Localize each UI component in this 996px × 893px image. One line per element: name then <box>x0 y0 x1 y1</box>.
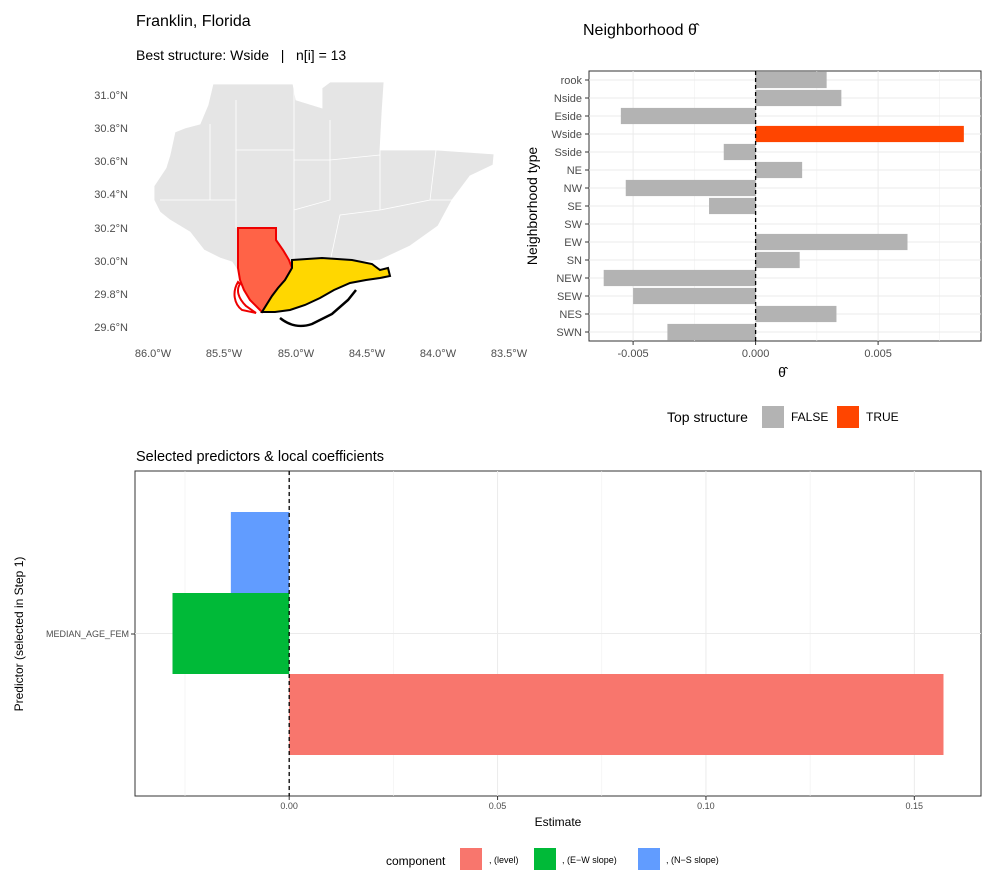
theta-bar-EW <box>755 233 908 251</box>
theta-category-label: NES <box>559 309 582 321</box>
lon-label: 85.0°W <box>278 348 315 360</box>
map-title: Franklin, Florida <box>136 13 251 30</box>
theta-chart: Neighborhood θ̂ rook Nside Eside Wside Sside… <box>524 22 982 428</box>
theta-category-label: rook <box>561 75 583 87</box>
coef-bar-ns-slope <box>230 512 290 593</box>
legend-swatch-ew <box>534 848 556 870</box>
coef-legend-title: component <box>386 854 446 868</box>
lat-label: 29.6°N <box>94 322 128 334</box>
focus-county <box>260 256 392 313</box>
lon-label: 84.5°W <box>349 348 386 360</box>
lat-label: 31.0°N <box>94 90 128 102</box>
theta-category-label: SWN <box>556 327 582 339</box>
theta-legend-title: Top structure <box>667 409 748 425</box>
theta-bar-Sside <box>723 143 756 161</box>
theta-bar-SN <box>755 251 800 269</box>
coef-y-axis-label: Predictor (selected in Step 1) <box>12 557 26 712</box>
legend-swatch-true <box>837 406 859 428</box>
map-counties <box>153 81 495 281</box>
theta-bar-NE <box>755 161 803 179</box>
legend-swatch-level <box>460 848 482 870</box>
coef-bar-level <box>289 674 944 755</box>
lon-label: 84.0°W <box>420 348 457 360</box>
theta-bar-NEW <box>603 269 756 287</box>
theta-x-tick-label: 0.000 <box>742 348 770 360</box>
theta-bar-SEW <box>633 287 756 305</box>
theta-category-label: NEW <box>556 273 582 285</box>
theta-category-label: Sside <box>554 147 582 159</box>
focus-barrier-island <box>279 289 357 328</box>
theta-bar-NW <box>625 179 756 197</box>
theta-chart-title: Neighborhood θ̂ <box>583 22 700 39</box>
coef-bars <box>172 512 944 755</box>
neighbor-island <box>233 280 257 314</box>
theta-category-label: Nside <box>554 93 582 105</box>
theta-category-label: SEW <box>557 291 583 303</box>
legend-label-level: , (level) <box>489 855 519 865</box>
theta-bar-Nside <box>755 89 842 107</box>
theta-tick-labels: -0.005 0.000 0.005 <box>617 341 892 360</box>
coef-chart-title: Selected predictors & local coefficients <box>136 449 384 465</box>
theta-bar-Wside <box>755 125 964 143</box>
coef-x-tick-label: 0.05 <box>489 801 507 811</box>
theta-bar-rook <box>755 71 827 89</box>
lat-label: 30.0°N <box>94 256 128 268</box>
coef-bar-ew-slope <box>172 593 290 674</box>
theta-bar-NES <box>755 305 837 323</box>
county-line <box>160 84 452 263</box>
theta-category-label: SN <box>567 255 582 267</box>
theta-x-tick-label: 0.005 <box>864 348 892 360</box>
theta-category-label: NE <box>567 165 582 177</box>
coef-x-axis-label: Estimate <box>535 815 582 829</box>
theta-category-label: Wside <box>551 129 582 141</box>
map-subtitle: Best structure: Wside | n[i] = 13 <box>136 47 346 63</box>
theta-category-labels: rook Nside Eside Wside Sside NE NW SE SW EW SN NEW S… <box>551 75 589 339</box>
theta-category-label: SW <box>564 219 582 231</box>
theta-bar-SE <box>709 197 756 215</box>
legend-swatch-ns <box>638 848 660 870</box>
county-shape <box>153 81 495 281</box>
theta-y-axis-label: Neighborhood type <box>524 147 540 266</box>
map-panel: Franklin, Florida Best structure: Wside … <box>94 13 527 360</box>
lat-label: 30.8°N <box>94 123 128 135</box>
lat-label: 29.8°N <box>94 289 128 301</box>
theta-legend: Top structure FALSE TRUE <box>667 406 899 428</box>
coef-x-tick-label: 0.00 <box>280 801 298 811</box>
coef-legend: component , (level) , (E−W slope) , (N−S… <box>386 848 719 870</box>
coef-tick-labels: 0.00 0.05 0.10 0.15 <box>280 796 923 811</box>
legend-label-false: FALSE <box>791 410 828 424</box>
lon-label: 83.5°W <box>491 348 528 360</box>
legend-swatch-false <box>762 406 784 428</box>
lon-label: 85.5°W <box>206 348 243 360</box>
theta-x-tick-label: -0.005 <box>617 348 648 360</box>
theta-category-label: NW <box>564 183 583 195</box>
legend-label-true: TRUE <box>866 410 899 424</box>
lon-label: 86.0°W <box>135 348 172 360</box>
theta-bars <box>603 71 964 341</box>
theta-bar-Eside <box>620 107 756 125</box>
coef-x-tick-label: 0.10 <box>697 801 715 811</box>
lat-label: 30.4°N <box>94 189 128 201</box>
coef-category-label: MEDIAN_AGE_FEM <box>46 629 129 639</box>
theta-category-label: Eside <box>554 111 582 123</box>
theta-x-axis-label: θ̂ <box>778 364 789 380</box>
legend-label-ew: , (E−W slope) <box>562 855 617 865</box>
lat-label: 30.2°N <box>94 223 128 235</box>
theta-category-label: SE <box>567 201 582 213</box>
legend-label-ns: , (N−S slope) <box>666 855 719 865</box>
coef-chart: Selected predictors & local coefficients… <box>12 449 982 870</box>
lat-label: 30.6°N <box>94 156 128 168</box>
theta-category-label: EW <box>564 237 582 249</box>
coef-x-tick-label: 0.15 <box>906 801 924 811</box>
theta-bar-SWN <box>667 323 756 341</box>
